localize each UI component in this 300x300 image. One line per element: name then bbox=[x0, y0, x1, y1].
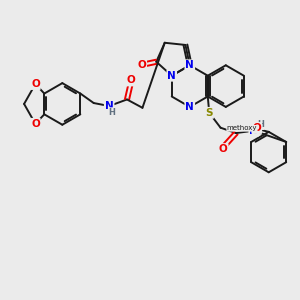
Text: O: O bbox=[31, 119, 40, 129]
Text: H: H bbox=[257, 120, 264, 129]
Text: O: O bbox=[219, 144, 228, 154]
Text: N: N bbox=[105, 101, 113, 111]
Text: O: O bbox=[126, 76, 135, 85]
Text: N: N bbox=[185, 102, 194, 112]
Text: O: O bbox=[31, 79, 40, 89]
Text: methoxy: methoxy bbox=[227, 125, 257, 131]
Text: O: O bbox=[137, 60, 146, 70]
Text: S: S bbox=[206, 108, 213, 118]
Text: N: N bbox=[167, 71, 176, 81]
Text: N: N bbox=[185, 60, 194, 70]
Text: H: H bbox=[109, 108, 116, 117]
Text: N: N bbox=[250, 126, 258, 136]
Text: O: O bbox=[252, 123, 261, 133]
